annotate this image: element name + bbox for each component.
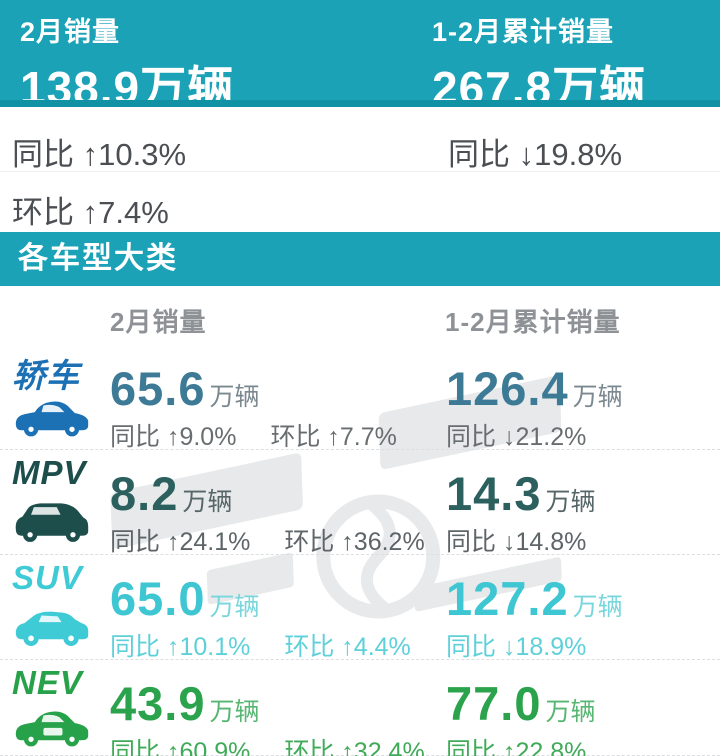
mom-stat: 环比 ↑32.4% <box>284 738 425 756</box>
vehicle-type-label: NEV <box>12 664 83 701</box>
yoy-stat: 同比 ↓21.2% <box>446 423 587 451</box>
header-band: 2月销量 138.9万辆 1-2月累计销量 267.8万辆 <box>0 0 720 114</box>
unit-label: 万辆 <box>545 698 596 726</box>
suv-car-icon <box>12 600 92 650</box>
cumulative-sales-label: 1-2月累计销量 <box>432 17 615 47</box>
unit-label: 万辆 <box>572 383 623 411</box>
vehicle-type-label: MPV <box>12 454 87 491</box>
unit-label: 万辆 <box>209 593 260 621</box>
column-header-month: 2月销量 <box>110 307 207 337</box>
vehicle-type-label: SUV <box>12 559 83 596</box>
yoy-stat: 同比 ↓18.9% <box>446 633 587 661</box>
summary-section: 同比 ↑10.3% 同比 ↓19.8% 环比 ↑7.4% <box>0 107 720 232</box>
yoy-stat: 同比 ↑10.1% <box>110 633 251 661</box>
yoy-stat: 同比 ↑60.9% <box>110 738 251 756</box>
cumulative-yoy-stat: 同比 ↓19.8% <box>448 137 623 172</box>
yoy-stat: 同比 ↓14.8% <box>446 528 587 556</box>
summary-divider <box>0 171 720 172</box>
yoy-stat: 同比 ↑9.0% <box>110 423 237 451</box>
mom-stat: 环比 ↑36.2% <box>284 528 425 556</box>
unit-label: 万辆 <box>182 488 233 516</box>
section-banner: 各车型大类 <box>0 232 720 286</box>
vehicle-table: 轿车 65.6 万辆 同比 ↑9.0% 环比 ↑7.7% <box>0 345 720 756</box>
unit-label: 万辆 <box>545 488 596 516</box>
table-row-nev: NEV 43.9 万辆 同比 ↑60.9% 环比 ↑32.4% <box>0 660 720 756</box>
mom-stat: 环比 ↑7.7% <box>270 423 397 451</box>
cumulative-sales-number: 127.2 <box>446 572 569 625</box>
vehicle-type-label: 轿车 <box>12 357 80 394</box>
column-header-cumulative: 1-2月累计销量 <box>445 307 621 337</box>
unit-label: 万辆 <box>209 698 260 726</box>
cumulative-sales-number: 126.4 <box>446 362 569 415</box>
unit-label: 万辆 <box>209 383 260 411</box>
total-mom-stat: 环比 ↑7.4% <box>12 195 169 230</box>
yoy-stat: 同比 ↑22.8% <box>446 738 587 756</box>
sedan-car-icon <box>12 390 92 440</box>
mpv-car-icon <box>12 495 92 545</box>
mom-stat: 环比 ↑4.4% <box>284 633 411 661</box>
month-sales-number: 8.2 <box>110 467 179 520</box>
yoy-stat: 同比 ↑24.1% <box>110 528 251 556</box>
table-row-sedan: 轿车 65.6 万辆 同比 ↑9.0% 环比 ↑7.7% <box>0 345 720 451</box>
unit-label: 万辆 <box>572 593 623 621</box>
table-column-headers: 2月销量 1-2月累计销量 <box>0 286 720 345</box>
cumulative-sales-number: 77.0 <box>446 677 542 730</box>
table-row-suv: SUV 65.0 万辆 同比 ↑10.1% 环比 ↑4.4% <box>0 555 720 661</box>
cumulative-sales-number: 14.3 <box>446 467 542 520</box>
nev-car-icon <box>12 700 92 750</box>
month-sales-number: 65.0 <box>110 572 206 625</box>
header-accent-strip <box>0 100 720 107</box>
month-sales-number: 65.6 <box>110 362 206 415</box>
month-sales-label: 2月销量 <box>20 17 121 47</box>
table-row-mpv: MPV 8.2 万辆 同比 ↑24.1% 环比 ↑36.2% <box>0 450 720 556</box>
month-sales-number: 43.9 <box>110 677 206 730</box>
total-yoy-stat: 同比 ↑10.3% <box>12 137 187 172</box>
